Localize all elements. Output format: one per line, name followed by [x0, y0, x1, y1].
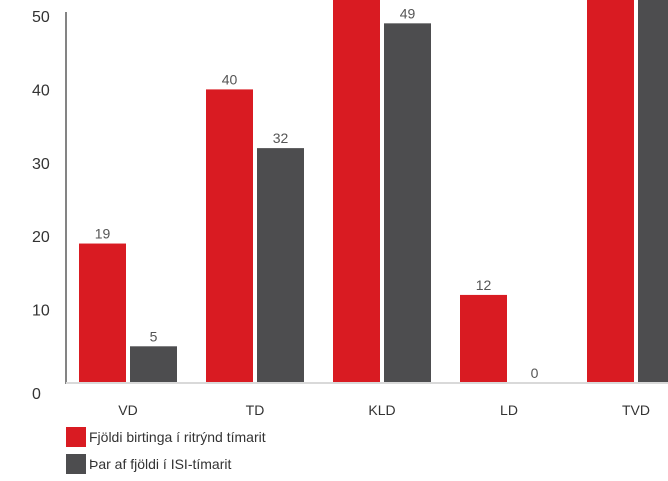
bars: 195403254491207868 — [66, 0, 668, 384]
y-tick-label: 30 — [32, 156, 50, 173]
data-label: 0 — [531, 365, 539, 381]
bar-1-vd — [79, 243, 126, 383]
bar-2-vd — [130, 346, 177, 383]
x-category-label: VD — [118, 402, 137, 418]
legend-item-series-2: Þar af fjöldi í ISI-tímarit — [66, 454, 266, 474]
legend: Fjöldi birtinga í ritrýnd tímarit Þar af… — [66, 427, 266, 481]
legend-label-series-2: Þar af fjöldi í ISI-tímarit — [89, 456, 232, 472]
data-label: 19 — [95, 226, 111, 242]
y-tick-label: 50 — [32, 9, 50, 26]
y-tick-label: 20 — [32, 229, 50, 246]
data-label: 5 — [150, 328, 158, 344]
legend-swatch-series-2 — [66, 454, 86, 474]
x-category-label: TD — [246, 402, 265, 418]
x-category-label: KLD — [368, 402, 395, 418]
bar-1-ld — [460, 294, 507, 383]
data-label: 40 — [222, 71, 238, 87]
y-tick-label: 0 — [32, 386, 41, 403]
y-tick-label: 40 — [32, 82, 50, 99]
bar-1-tvd — [587, 0, 634, 384]
bar-2-kld — [384, 23, 431, 384]
data-label: 49 — [400, 5, 416, 21]
x-category-label: TVD — [622, 402, 650, 418]
bar-1-td — [206, 89, 253, 384]
legend-label-series-1: Fjöldi birtinga í ritrýnd tímarit — [89, 429, 266, 445]
legend-swatch-series-1 — [66, 427, 86, 447]
bar-2-td — [257, 148, 304, 383]
bar-1-kld — [333, 0, 380, 383]
y-tick-label: 10 — [32, 303, 50, 320]
x-category-label: LD — [500, 402, 518, 418]
data-label: 32 — [273, 130, 289, 146]
legend-item-series-1: Fjöldi birtinga í ritrýnd tímarit — [66, 427, 266, 447]
bar-2-tvd — [638, 0, 668, 383]
data-label: 12 — [476, 277, 492, 293]
